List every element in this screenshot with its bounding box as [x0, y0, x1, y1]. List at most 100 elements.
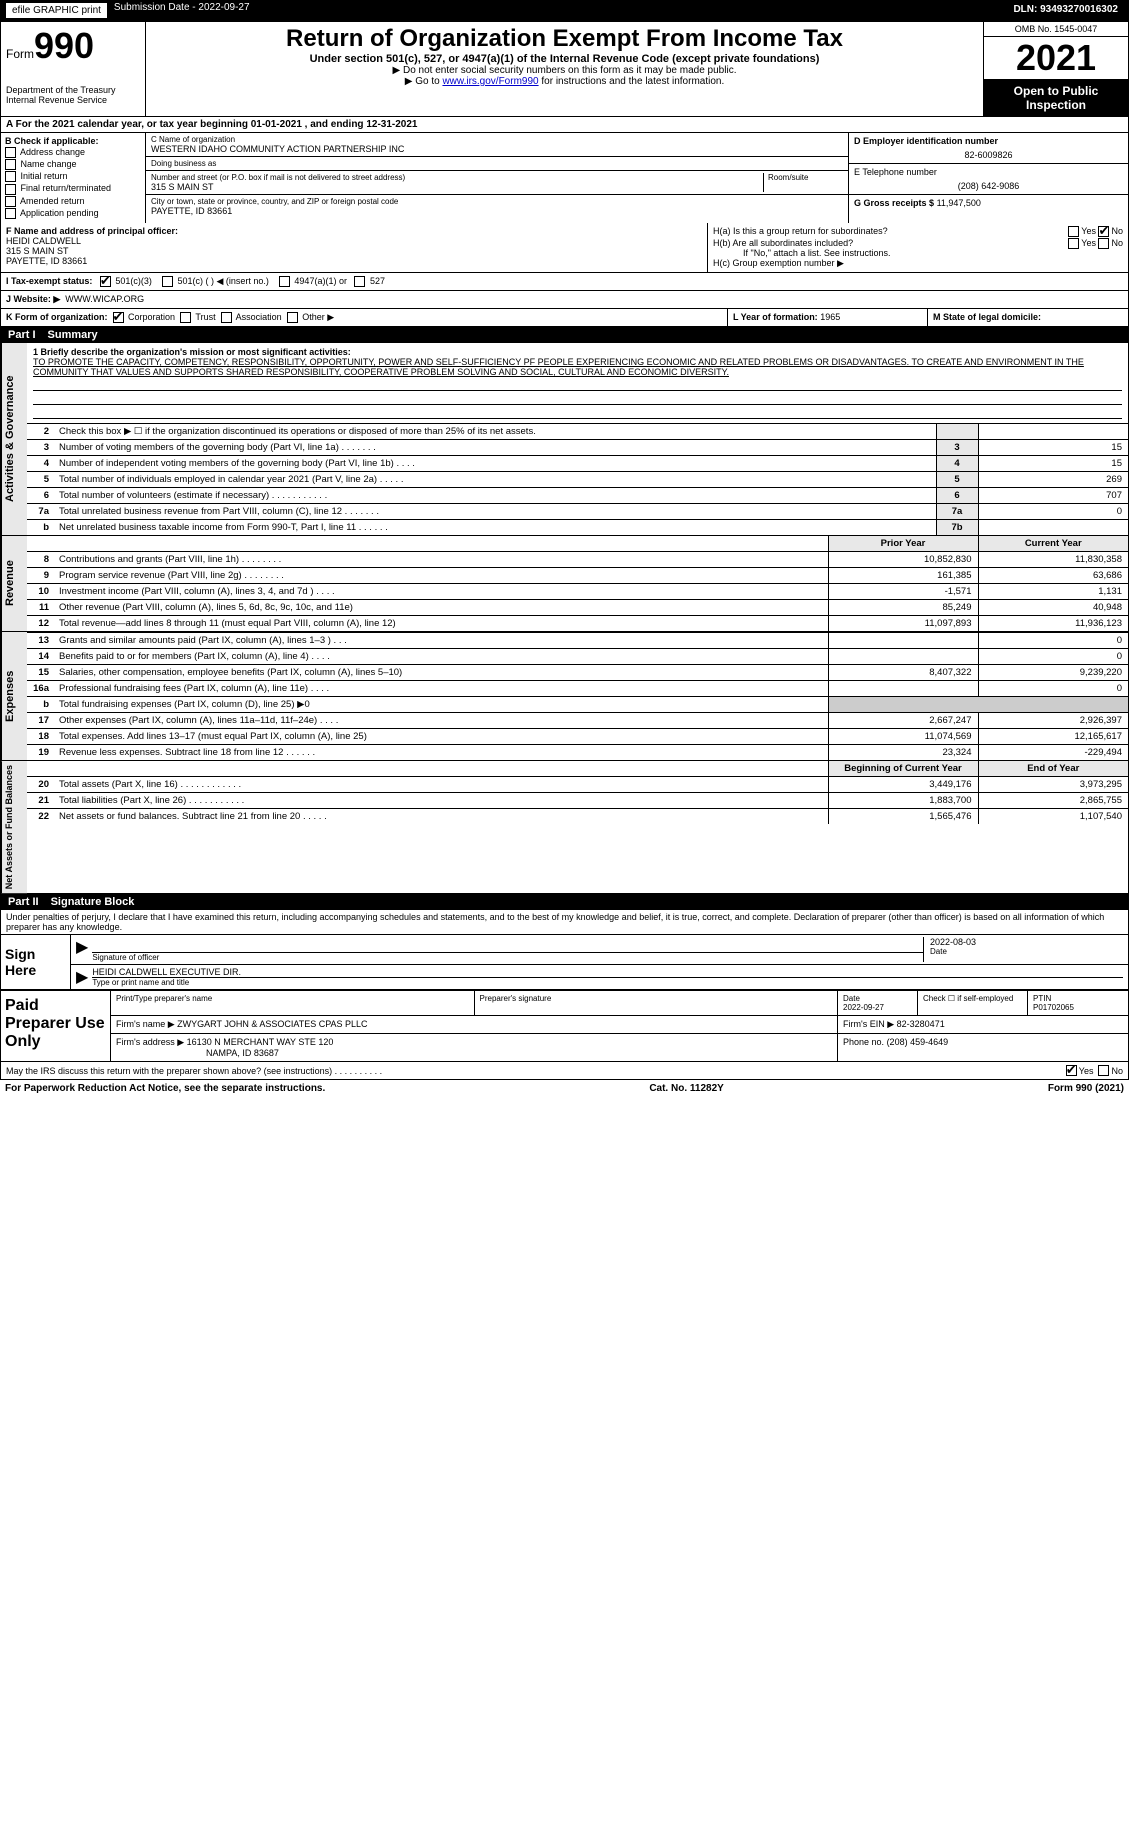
phone-label: E Telephone number — [854, 167, 1123, 177]
curr-amt: 11,830,358 — [978, 552, 1128, 568]
gross-label: G Gross receipts $ — [854, 198, 934, 208]
line-desc: Other revenue (Part VIII, column (A), li… — [55, 600, 828, 616]
officer-addr1: 315 S MAIN ST — [6, 246, 702, 256]
line-num: 2 — [27, 424, 55, 440]
firm-addr1: 16130 N MERCHANT WAY STE 120 — [187, 1037, 334, 1047]
exp-vlabel: Expenses — [1, 632, 27, 760]
line-num: 16a — [27, 681, 55, 697]
rev-table: Prior Year Current Year 8Contributions a… — [27, 536, 1128, 631]
chk-corp[interactable] — [113, 312, 124, 323]
sig-date: 2022-08-03 — [930, 937, 1123, 947]
form-header-center: Return of Organization Exempt From Incom… — [146, 22, 983, 116]
chk-initial-return[interactable]: Initial return — [5, 171, 141, 182]
discuss-text: May the IRS discuss this return with the… — [6, 1066, 1066, 1076]
box-c: C Name of organization WESTERN IDAHO COM… — [146, 133, 848, 223]
gov-vlabel: Activities & Governance — [1, 343, 27, 535]
line-amt: 15 — [978, 440, 1128, 456]
addr-label: Number and street (or P.O. box if mail i… — [151, 173, 763, 182]
curr-amt: 0 — [978, 649, 1128, 665]
line-num: 7a — [27, 504, 55, 520]
h-c: H(c) Group exemption number ▶ — [713, 258, 1123, 269]
pra-notice: For Paperwork Reduction Act Notice, see … — [5, 1083, 325, 1094]
line-num: 15 — [27, 665, 55, 681]
preparer-block: Paid Preparer Use Only Print/Type prepar… — [0, 991, 1129, 1062]
prep-h3: Date2022-09-27 — [838, 991, 918, 1015]
period-row: A For the 2021 calendar year, or tax yea… — [0, 117, 1129, 133]
chk-amended[interactable]: Amended return — [5, 196, 141, 207]
discuss-yes[interactable] — [1066, 1065, 1077, 1076]
line-desc: Total number of individuals employed in … — [55, 472, 936, 488]
chk-final-return[interactable]: Final return/terminated — [5, 183, 141, 194]
preparer-header-row: Print/Type preparer's name Preparer's si… — [111, 991, 1128, 1016]
h-b: H(b) Are all subordinates included? Yes … — [713, 238, 1123, 248]
chk-501c3[interactable] — [100, 276, 111, 287]
line-box: 6 — [936, 488, 978, 504]
prior-amt: 2,667,247 — [828, 713, 978, 729]
line-num: 4 — [27, 456, 55, 472]
officer-name: HEIDI CALDWELL — [6, 236, 702, 246]
line-num: b — [27, 697, 55, 713]
table-row: 20Total assets (Part X, line 16) . . . .… — [27, 777, 1128, 793]
line-num: b — [27, 520, 55, 536]
line-num: 19 — [27, 745, 55, 761]
website-value: WWW.WICAP.ORG — [65, 294, 144, 304]
gov-table: 2Check this box ▶ ☐ if the organization … — [27, 423, 1128, 535]
curr-year-hdr: Current Year — [978, 536, 1128, 552]
chk-501c[interactable] — [162, 276, 173, 287]
line-desc: Total unrelated business revenue from Pa… — [55, 504, 936, 520]
chk-app-pending[interactable]: Application pending — [5, 208, 141, 219]
form-title: Return of Organization Exempt From Incom… — [151, 25, 978, 53]
cat-no: Cat. No. 11282Y — [649, 1083, 723, 1094]
prior-amt — [828, 681, 978, 697]
org-name-label: C Name of organization — [151, 135, 843, 144]
curr-amt: -229,494 — [978, 745, 1128, 761]
line-num: 12 — [27, 616, 55, 632]
org-info-block: B Check if applicable: Address change Na… — [0, 133, 1129, 223]
chk-527[interactable] — [354, 276, 365, 287]
chk-trust[interactable] — [180, 312, 191, 323]
prior-amt: 11,097,893 — [828, 616, 978, 632]
omb-number: OMB No. 1545-0047 — [984, 22, 1128, 37]
table-row: 18Total expenses. Add lines 13–17 (must … — [27, 729, 1128, 745]
line-desc: Investment income (Part VIII, column (A)… — [55, 584, 828, 600]
line-num: 21 — [27, 793, 55, 809]
row-j: J Website: ▶ WWW.WICAP.ORG — [0, 291, 1129, 309]
line-num: 22 — [27, 809, 55, 825]
irs-link[interactable]: www.irs.gov/Form990 — [442, 76, 538, 87]
box-d: D Employer identification number 82-6009… — [849, 133, 1128, 164]
penalty-text: Under penalties of perjury, I declare th… — [0, 910, 1129, 934]
city-label: City or town, state or province, country… — [151, 197, 843, 206]
line-grey — [828, 697, 1128, 713]
chk-4947[interactable] — [279, 276, 290, 287]
discuss-row: May the IRS discuss this return with the… — [0, 1062, 1129, 1080]
box-b: B Check if applicable: Address change Na… — [1, 133, 146, 223]
line-num: 14 — [27, 649, 55, 665]
line-box: 3 — [936, 440, 978, 456]
na-vlabel: Net Assets or Fund Balances — [1, 761, 27, 893]
line-num: 17 — [27, 713, 55, 729]
form-note1: ▶ Do not enter social security numbers o… — [151, 65, 978, 76]
chk-address-change[interactable]: Address change — [5, 147, 141, 158]
table-row: 11Other revenue (Part VIII, column (A), … — [27, 600, 1128, 616]
sign-here-block: Sign Here ▶ Signature of officer 2022-08… — [0, 934, 1129, 991]
prep-h1: Print/Type preparer's name — [111, 991, 475, 1015]
dln-label: DLN: 93493270016302 — [1007, 2, 1124, 19]
officer-addr2: PAYETTE, ID 83661 — [6, 256, 702, 266]
phone-value: (208) 642-9086 — [854, 181, 1123, 191]
chk-other[interactable] — [287, 312, 298, 323]
table-row: 4Number of independent voting members of… — [27, 456, 1128, 472]
line-box — [936, 424, 978, 440]
gross-value: 11,947,500 — [937, 198, 981, 208]
table-row: 19Revenue less expenses. Subtract line 1… — [27, 745, 1128, 761]
submission-date-button[interactable]: Submission Date - 2022-09-27 — [114, 2, 250, 19]
efile-label: efile GRAPHIC print — [5, 2, 108, 19]
chk-assoc[interactable] — [221, 312, 232, 323]
box-g: G Gross receipts $ 11,947,500 — [849, 195, 1128, 211]
prior-amt: 85,249 — [828, 600, 978, 616]
line-num: 18 — [27, 729, 55, 745]
discuss-no[interactable] — [1098, 1065, 1109, 1076]
website-label: J Website: ▶ — [6, 294, 60, 304]
table-row: 17Other expenses (Part IX, column (A), l… — [27, 713, 1128, 729]
chk-name-change[interactable]: Name change — [5, 159, 141, 170]
na-block: Net Assets or Fund Balances Beginning of… — [1, 761, 1128, 893]
